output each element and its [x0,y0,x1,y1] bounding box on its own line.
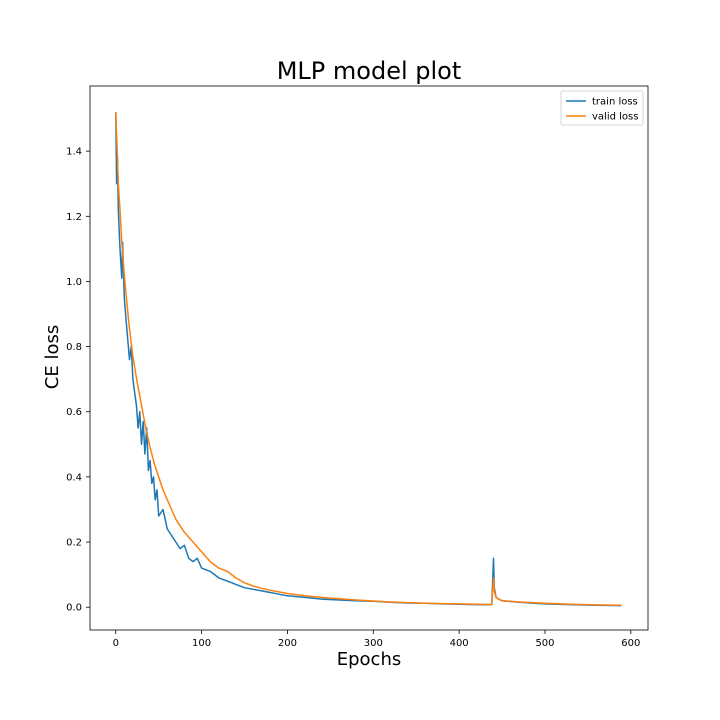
x-tick-label: 400 [450,638,469,649]
plot-area [89,85,649,631]
x-axis-title: Epochs [337,649,402,670]
legend-label: valid loss [592,112,638,123]
y-axis-ticks: 0.0 0.2 0.4 0.6 0.8 1.0 1.2 1.4 [66,147,90,614]
x-tick-label: 500 [535,638,554,649]
series-line-train-loss [115,112,622,607]
x-tick-label: 300 [364,638,383,649]
x-tick-label: 0 [113,638,119,649]
y-tick-label: 0.4 [66,472,82,483]
y-tick-label: 0.6 [66,407,82,418]
chart-title: MLP model plot [277,57,462,85]
y-tick-label: 0.8 [66,342,82,353]
x-tick-label: 600 [621,638,640,649]
y-tick-label: 0.0 [66,603,82,614]
series-line-valid-loss [115,112,622,606]
y-tick-label: 1.2 [66,212,82,223]
x-axis-ticks: 0 100 200 300 400 500 600 [113,630,640,649]
y-tick-label: 1.0 [66,277,82,288]
legend-label: train loss [592,97,638,108]
y-tick-label: 1.4 [66,147,82,158]
legend: train loss valid loss [560,90,644,126]
y-axis-title: CE loss [42,325,63,389]
y-tick-label: 0.2 [66,538,82,549]
plot-frame [89,85,649,631]
x-tick-label: 100 [192,638,211,649]
x-tick-label: 200 [278,638,297,649]
